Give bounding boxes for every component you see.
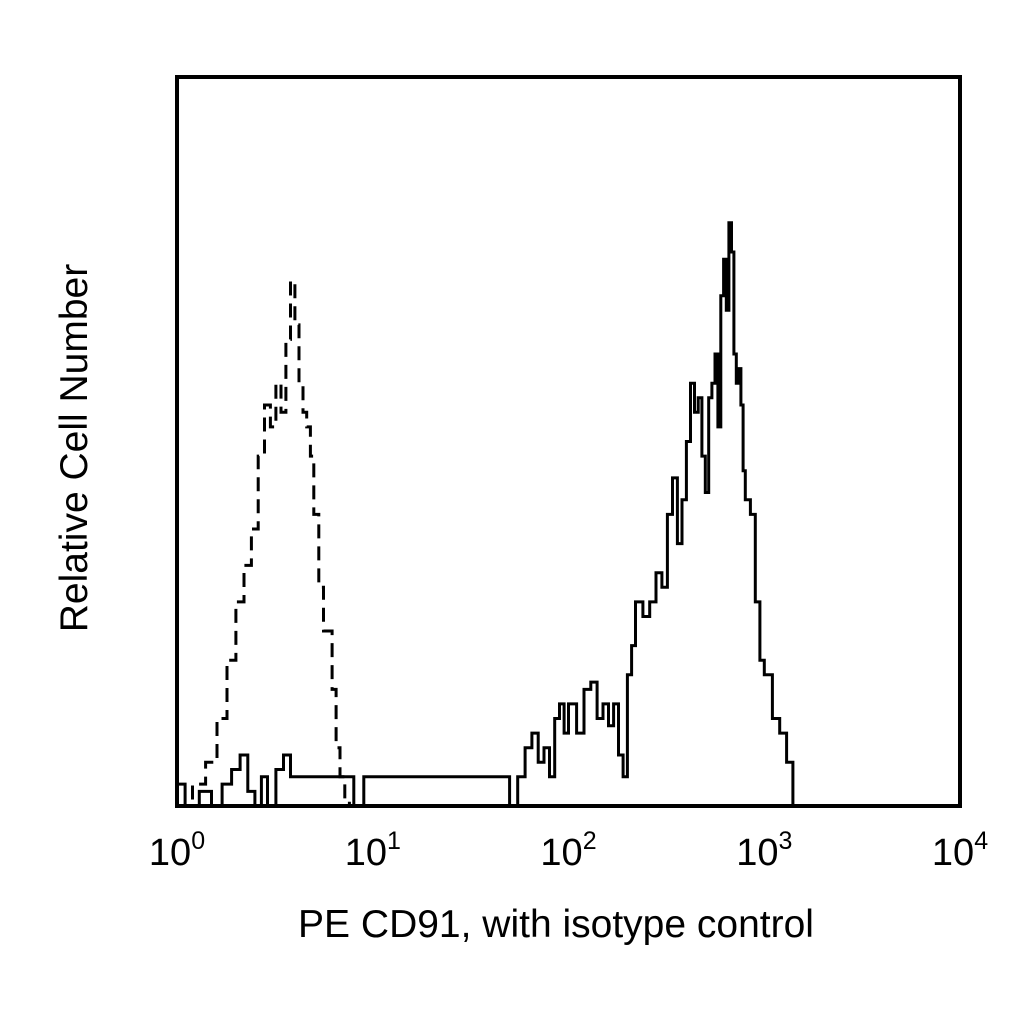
y-axis-title: Relative Cell Number <box>53 264 96 632</box>
x-tick-label: 102 <box>540 827 596 874</box>
pe-cd91-series <box>177 221 960 808</box>
plot-frame <box>175 75 962 808</box>
plot-lines <box>177 221 960 808</box>
x-tick-label: 104 <box>932 827 988 874</box>
x-tick-label: 101 <box>345 827 401 874</box>
x-tick-label: 100 <box>149 827 205 874</box>
x-tick-label: 103 <box>736 827 792 874</box>
x-tick-labels: 100 101 102 103 104 <box>149 827 988 874</box>
x-axis-title: PE CD91, with isotype control <box>298 903 814 946</box>
isotype-control-series <box>177 279 960 808</box>
